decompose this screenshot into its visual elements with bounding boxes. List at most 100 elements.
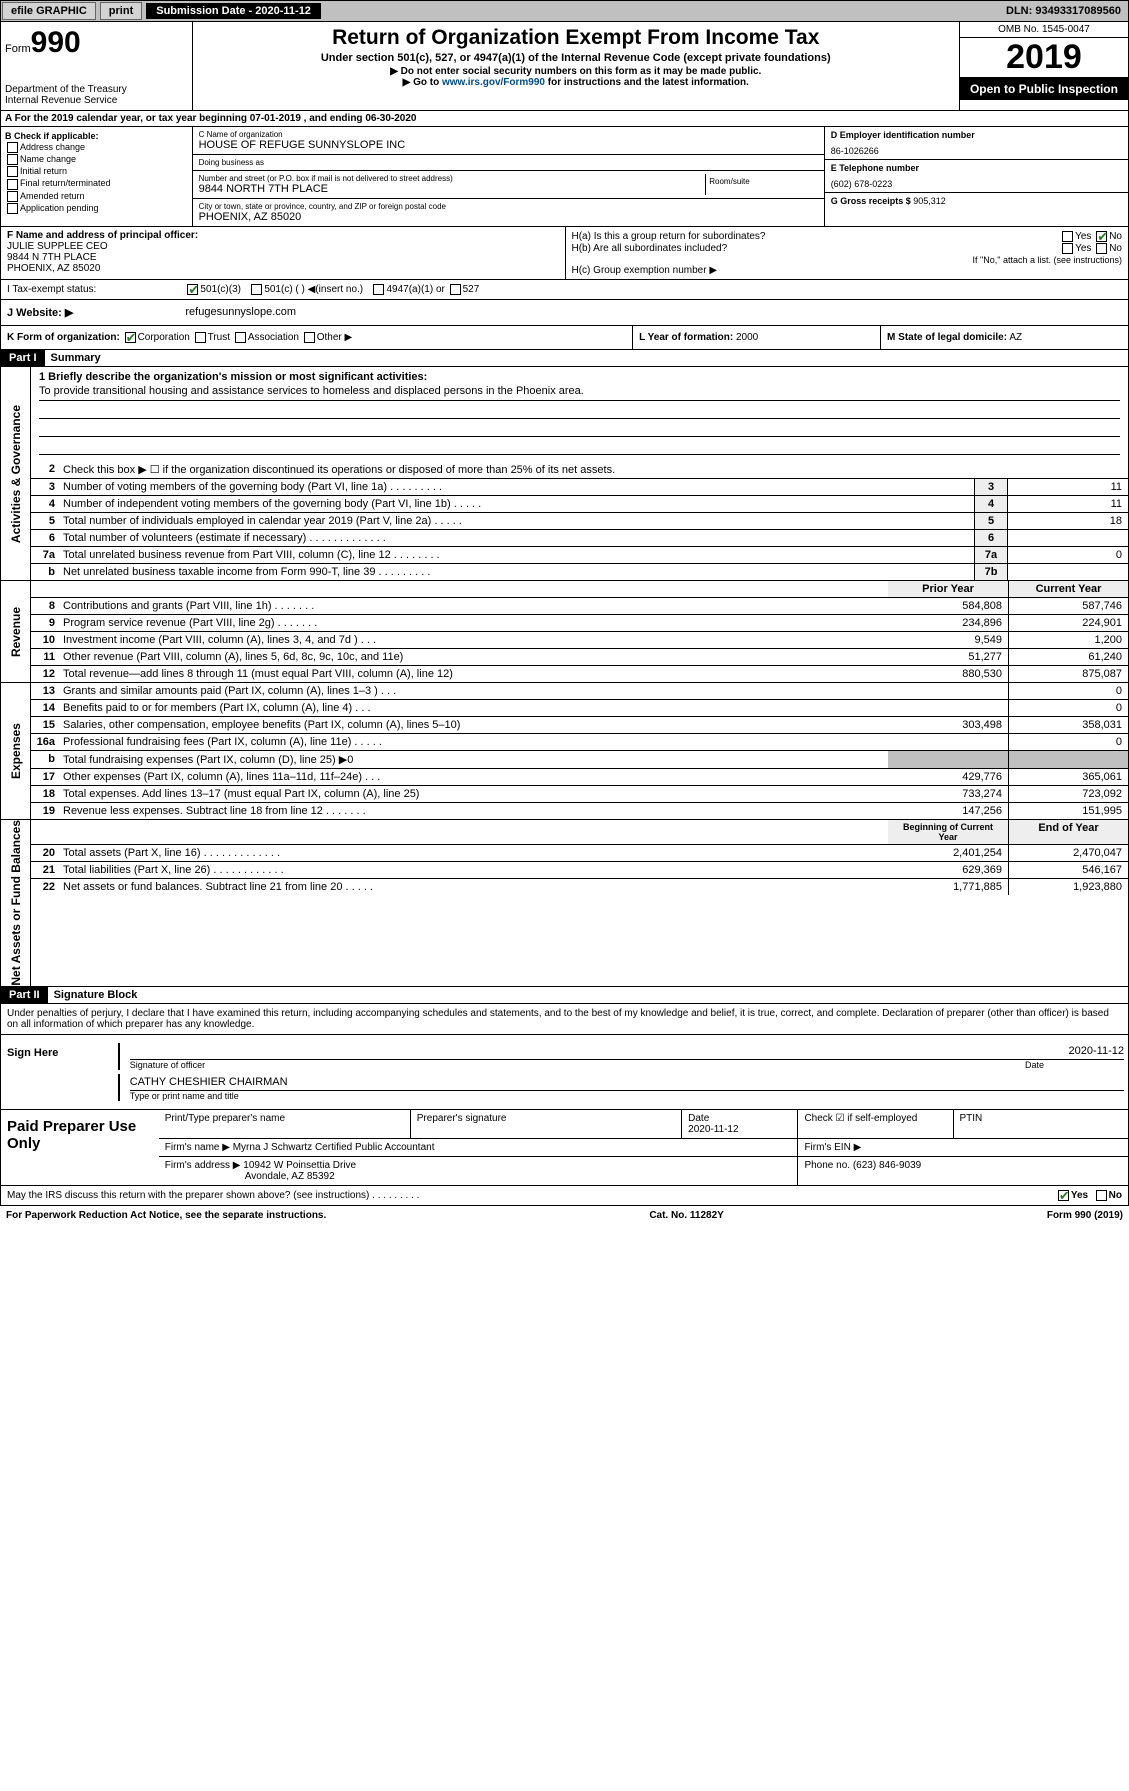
street: 9844 NORTH 7TH PLACE <box>199 183 706 195</box>
officer-addr2: PHOENIX, AZ 85020 <box>7 263 100 274</box>
state-domicile: AZ <box>1009 332 1022 343</box>
phone: (602) 678-0223 <box>831 179 1122 189</box>
form-header: Form990 Department of the Treasury Inter… <box>0 22 1129 111</box>
data-line: 16aProfessional fundraising fees (Part I… <box>31 734 1128 751</box>
section-d-e-g: D Employer identification number86-10262… <box>824 127 1128 226</box>
room-suite-lbl: Room/suite <box>706 174 817 195</box>
revenue-section: Revenue Prior YearCurrent Year 8Contribu… <box>0 581 1129 683</box>
gov-line: 4Number of independent voting members of… <box>31 496 1128 513</box>
governance-section: Activities & Governance 1 Briefly descri… <box>0 367 1129 581</box>
part-2-header: Part IISignature Block <box>0 987 1129 1004</box>
mission-text: To provide transitional housing and assi… <box>39 385 1120 401</box>
section-c: C Name of organizationHOUSE OF REFUGE SU… <box>193 127 824 226</box>
row-tax-status: I Tax-exempt status: 501(c)(3) 501(c) ( … <box>0 280 1129 300</box>
footer: For Paperwork Reduction Act Notice, see … <box>0 1206 1129 1225</box>
section-f-h: F Name and address of principal officer:… <box>0 227 1129 280</box>
section-b-to-g: B Check if applicable: Address change Na… <box>0 127 1129 227</box>
officer-addr1: 9844 N 7TH PLACE <box>7 252 97 263</box>
data-line: 20Total assets (Part X, line 16) . . . .… <box>31 845 1128 862</box>
data-line: bTotal fundraising expenses (Part IX, co… <box>31 751 1128 769</box>
data-line: 12Total revenue—add lines 8 through 11 (… <box>31 666 1128 682</box>
chk-501c3[interactable] <box>187 284 198 295</box>
firm-phone: (623) 846-9039 <box>853 1160 921 1171</box>
sign-date: 2020-11-12 <box>1069 1045 1124 1057</box>
year-formation: 2000 <box>736 332 758 343</box>
tax-year: 2019 <box>960 38 1128 78</box>
preparer-section: Paid Preparer Use Only Print/Type prepar… <box>0 1110 1129 1186</box>
chk-discuss-no[interactable] <box>1096 1190 1107 1201</box>
data-line: 17Other expenses (Part IX, column (A), l… <box>31 769 1128 786</box>
section-f: F Name and address of principal officer:… <box>1 227 565 279</box>
chk-amended-return[interactable]: Amended return <box>5 191 188 202</box>
efile-button[interactable]: efile GRAPHIC <box>2 2 96 20</box>
discuss-row: May the IRS discuss this return with the… <box>0 1186 1129 1206</box>
row-website: J Website: ▶ refugesunnyslope.com <box>0 300 1129 326</box>
data-line: 10Investment income (Part VIII, column (… <box>31 632 1128 649</box>
chk-501c[interactable] <box>251 284 262 295</box>
chk-4947[interactable] <box>373 284 384 295</box>
vtab-expenses: Expenses <box>9 723 23 779</box>
website-link[interactable]: refugesunnyslope.com <box>185 306 296 319</box>
print-button[interactable]: print <box>100 2 142 20</box>
form-title: Return of Organization Exempt From Incom… <box>197 26 955 50</box>
open-inspection: Open to Public Inspection <box>960 78 1128 100</box>
data-line: 22Net assets or fund balances. Subtract … <box>31 879 1128 895</box>
chk-address-change[interactable]: Address change <box>5 142 188 153</box>
gov-line: 7aTotal unrelated business revenue from … <box>31 547 1128 564</box>
signature-section: Sign Here 2020-11-12 Signature of office… <box>0 1035 1129 1110</box>
vtab-net-assets: Net Assets or Fund Balances <box>9 820 23 986</box>
form-subtitle-2: ▶ Do not enter social security numbers o… <box>197 66 955 77</box>
chk-application-pending[interactable]: Application pending <box>5 203 188 214</box>
omb-number: OMB No. 1545-0047 <box>960 22 1128 38</box>
vtab-revenue: Revenue <box>9 607 23 657</box>
org-name: HOUSE OF REFUGE SUNNYSLOPE INC <box>199 139 818 151</box>
expenses-section: Expenses 13Grants and similar amounts pa… <box>0 683 1129 820</box>
irs-link[interactable]: www.irs.gov/Form990 <box>442 77 545 88</box>
firm-name: Myrna J Schwartz Certified Public Accoun… <box>233 1142 435 1153</box>
dln: DLN: 93493317089560 <box>1000 3 1127 19</box>
officer-name: JULIE SUPPLEE CEO <box>7 241 108 252</box>
chk-other[interactable] <box>304 332 315 343</box>
city: PHOENIX, AZ 85020 <box>199 211 818 223</box>
penalty-text: Under penalties of perjury, I declare th… <box>0 1004 1129 1035</box>
data-line: 15Salaries, other compensation, employee… <box>31 717 1128 734</box>
form-number: Form990 <box>5 26 188 60</box>
gross-receipts: 905,312 <box>913 196 946 206</box>
chk-initial-return[interactable]: Initial return <box>5 166 188 177</box>
data-line: 11Other revenue (Part VIII, column (A), … <box>31 649 1128 666</box>
gov-line: 5Total number of individuals employed in… <box>31 513 1128 530</box>
gov-line: 2Check this box ▶ ☐ if the organization … <box>31 461 1128 479</box>
firm-addr2: Avondale, AZ 85392 <box>245 1171 335 1182</box>
data-line: 9Program service revenue (Part VIII, lin… <box>31 615 1128 632</box>
gov-line: 6Total number of volunteers (estimate if… <box>31 530 1128 547</box>
chk-self-employed[interactable]: Check ☑ if self-employed <box>804 1113 917 1124</box>
top-bar: efile GRAPHIC print Submission Date - 20… <box>0 0 1129 22</box>
ein: 86-1026266 <box>831 146 1122 156</box>
form-subtitle-1: Under section 501(c), 527, or 4947(a)(1)… <box>197 52 955 64</box>
gov-line: bNet unrelated business taxable income f… <box>31 564 1128 580</box>
submission-date: Submission Date - 2020-11-12 <box>146 3 321 19</box>
data-line: 19Revenue less expenses. Subtract line 1… <box>31 803 1128 819</box>
chk-discuss-yes[interactable] <box>1058 1190 1069 1201</box>
firm-addr1: 10942 W Poinsettia Drive <box>243 1160 356 1171</box>
data-line: 21Total liabilities (Part X, line 26) . … <box>31 862 1128 879</box>
data-line: 8Contributions and grants (Part VIII, li… <box>31 598 1128 615</box>
part-1-header: Part ISummary <box>0 350 1129 367</box>
data-line: 14Benefits paid to or for members (Part … <box>31 700 1128 717</box>
net-assets-section: Net Assets or Fund Balances Beginning of… <box>0 820 1129 987</box>
row-klm: K Form of organization: Corporation Trus… <box>0 326 1129 350</box>
vtab-governance: Activities & Governance <box>9 405 23 543</box>
data-line: 18Total expenses. Add lines 13–17 (must … <box>31 786 1128 803</box>
chk-527[interactable] <box>450 284 461 295</box>
chk-name-change[interactable]: Name change <box>5 154 188 165</box>
section-b: B Check if applicable: Address change Na… <box>1 127 193 226</box>
prep-date: 2020-11-12 <box>688 1124 738 1135</box>
chk-corporation[interactable] <box>125 332 136 343</box>
chk-association[interactable] <box>235 332 246 343</box>
row-a-tax-year: A For the 2019 calendar year, or tax yea… <box>0 111 1129 127</box>
dept-text: Department of the Treasury Internal Reve… <box>5 84 188 106</box>
chk-final-return[interactable]: Final return/terminated <box>5 178 188 189</box>
gov-line: 3Number of voting members of the governi… <box>31 479 1128 496</box>
form-subtitle-3: ▶ Go to www.irs.gov/Form990 for instruct… <box>197 77 955 88</box>
chk-trust[interactable] <box>195 332 206 343</box>
